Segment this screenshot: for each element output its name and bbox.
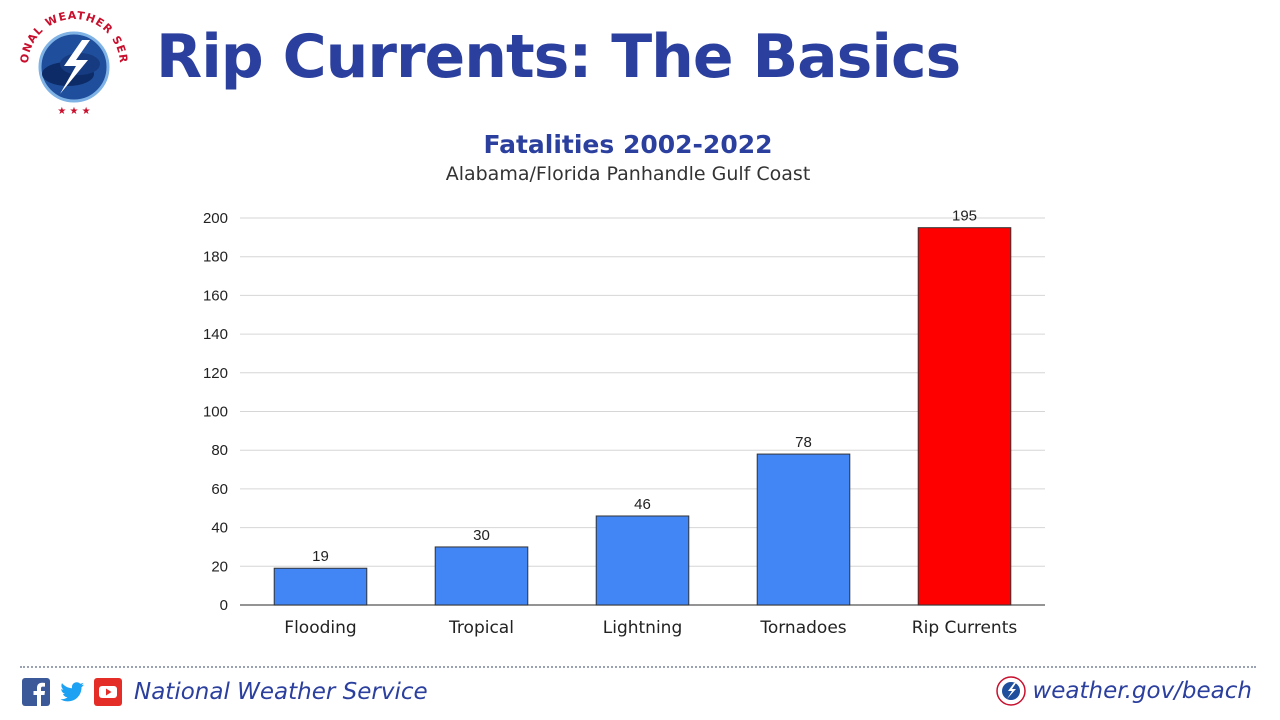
y-tick-label: 80: [211, 442, 228, 459]
bar: [756, 453, 851, 606]
footer-website: weather.gov/beach: [996, 675, 1252, 707]
y-tick-label: 40: [211, 520, 228, 537]
y-tick-label: 160: [203, 287, 228, 304]
facebook-icon[interactable]: [22, 678, 50, 706]
bar: [434, 546, 529, 606]
x-tick-label: Rip Currents: [912, 618, 1018, 638]
nws-mini-logo: [996, 676, 1027, 706]
bar: [273, 567, 368, 606]
social-links: [22, 677, 122, 707]
data-label: 46: [634, 496, 651, 513]
y-tick-label: 180: [203, 249, 228, 266]
y-tick-label: 60: [211, 481, 228, 498]
y-tick-label: 0: [220, 597, 228, 614]
x-tick-label: Tropical: [448, 618, 514, 638]
y-tick-label: 20: [211, 558, 228, 575]
data-label: 19: [312, 548, 329, 565]
bar: [917, 227, 1012, 606]
y-tick-label: 140: [203, 326, 228, 343]
nws-logo: NATIONAL WEATHER SERVICE ★ ★ ★: [14, 10, 129, 117]
chart-title: Fatalities 2002-2022: [483, 130, 773, 159]
chart-subtitle: Alabama/Florida Panhandle Gulf Coast: [445, 163, 811, 185]
bar-chart: 0 20 40 60 80 100 120 140 160 180 200 19 Flooding 30 T…: [203, 208, 1045, 638]
page-title: Rip Currents: The Basics: [156, 22, 961, 92]
footer-org-name: National Weather Service: [134, 679, 428, 705]
x-tick-label: Flooding: [284, 618, 356, 638]
footer-divider: [20, 666, 1256, 668]
footer-url[interactable]: weather.gov/beach: [1032, 678, 1252, 704]
x-tick-label: Tornadoes: [759, 618, 846, 638]
youtube-icon[interactable]: [94, 678, 122, 706]
y-tick-label: 100: [203, 404, 228, 421]
svg-text:★ ★ ★: ★ ★ ★: [57, 106, 90, 117]
twitter-icon[interactable]: [58, 678, 86, 706]
y-tick-label: 120: [203, 365, 228, 382]
data-label: 30: [473, 527, 490, 544]
x-tick-label: Lightning: [603, 618, 683, 638]
bar: [595, 515, 690, 606]
data-label: 195: [952, 208, 977, 225]
data-label: 78: [795, 434, 812, 451]
y-tick-label: 200: [203, 210, 228, 227]
